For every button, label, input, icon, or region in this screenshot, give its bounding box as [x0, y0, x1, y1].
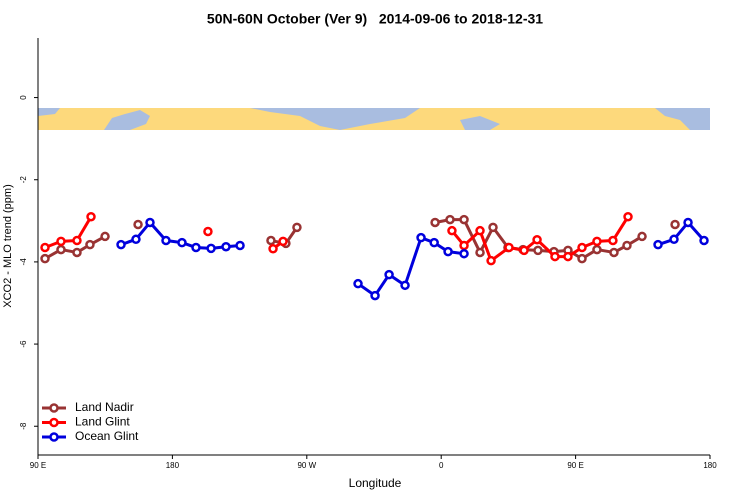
data-point: [133, 219, 143, 230]
data-point: [72, 235, 82, 246]
data-point: [235, 240, 245, 251]
data-point: [384, 269, 394, 280]
legend-label: Ocean Glint: [75, 429, 139, 443]
data-point: [221, 241, 231, 252]
data-point: [592, 244, 602, 255]
data-point: [608, 235, 618, 246]
data-point: [86, 211, 96, 222]
data-point: [486, 255, 496, 266]
y-tick-label: -2: [19, 176, 28, 184]
data-point: [430, 217, 440, 228]
data-point: [519, 245, 529, 256]
data-point: [459, 240, 469, 251]
data-point: [550, 251, 560, 262]
y-tick-label: 0: [19, 95, 28, 100]
data-point: [40, 253, 50, 264]
data-point: [459, 248, 469, 259]
map-band: [38, 108, 710, 130]
data-point: [85, 239, 95, 250]
x-axis-label: Longitude: [349, 476, 402, 490]
y-tick-label: -4: [19, 258, 28, 266]
data-point: [592, 236, 602, 247]
data-point: [292, 222, 302, 233]
data-point: [653, 239, 663, 250]
data-point: [563, 251, 573, 262]
data-point: [609, 247, 619, 258]
data-point: [532, 234, 542, 245]
data-point: [353, 278, 363, 289]
data-point: [637, 231, 647, 242]
data-point: [447, 225, 457, 236]
data-point: [416, 232, 426, 243]
data-point: [145, 217, 155, 228]
data-point: [131, 234, 141, 245]
legend-label: Land Glint: [75, 415, 130, 429]
data-point: [56, 236, 66, 247]
data-point: [429, 237, 439, 248]
data-point: [488, 222, 498, 233]
data-point: [161, 235, 171, 246]
data-point: [278, 236, 288, 247]
x-tick-label: 180: [166, 461, 180, 470]
x-tick-label: 0: [439, 461, 444, 470]
x-tick-label: 90 E: [567, 461, 583, 470]
data-point: [56, 244, 66, 255]
y-tick-label: -6: [19, 340, 28, 348]
data-point: [191, 242, 201, 253]
legend-marker: [49, 432, 59, 442]
data-point: [72, 247, 82, 258]
data-point: [266, 235, 276, 246]
data-point: [116, 239, 126, 250]
x-tick-label: 90 W: [297, 461, 316, 470]
data-point: [533, 245, 543, 256]
data-point: [475, 247, 485, 258]
data-point: [577, 253, 587, 264]
data-point: [622, 240, 632, 251]
data-point: [475, 225, 485, 236]
data-point: [203, 226, 213, 237]
x-tick-label: 90 E: [30, 461, 46, 470]
data-point: [370, 290, 380, 301]
data-point: [623, 211, 633, 222]
data-point: [443, 246, 453, 257]
data-point: [177, 237, 187, 248]
x-tick-label: 180: [703, 461, 717, 470]
y-axis-label: XCO2 - MLO trend (ppm): [2, 184, 14, 307]
data-point: [100, 231, 110, 242]
data-point: [699, 235, 709, 246]
data-point: [577, 242, 587, 253]
data-point: [206, 243, 216, 254]
data-point: [40, 242, 50, 253]
chart-title: 50N-60N October (Ver 9) 2014-09-06 to 20…: [207, 11, 543, 27]
data-point: [459, 214, 469, 225]
data-point: [445, 214, 455, 225]
legend-marker: [49, 403, 59, 413]
legend-marker: [49, 417, 59, 428]
legend-label: Land Nadir: [75, 400, 134, 414]
data-point: [268, 244, 278, 254]
data-point: [669, 234, 679, 245]
data-point: [683, 217, 693, 228]
data-point: [400, 280, 410, 291]
y-tick-label: -8: [19, 422, 28, 430]
data-point: [670, 219, 680, 230]
data-point: [504, 242, 514, 253]
